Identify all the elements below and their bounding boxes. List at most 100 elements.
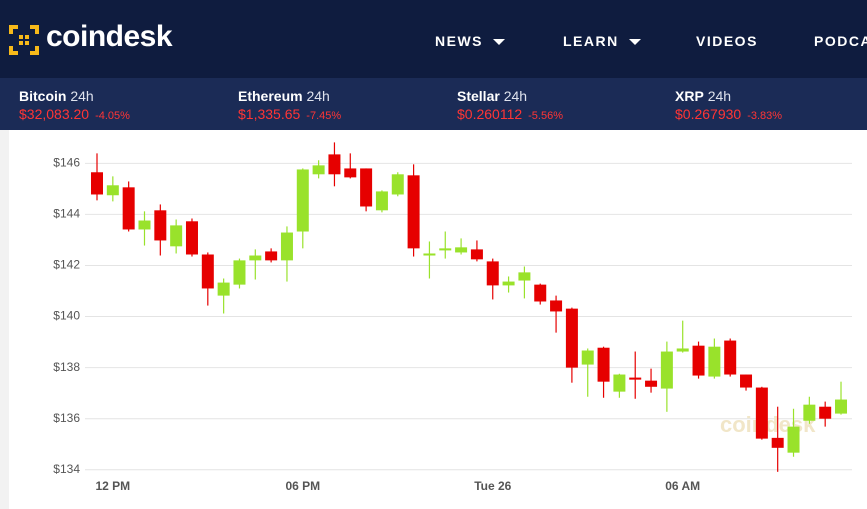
price: $0.267930 bbox=[675, 106, 742, 122]
candle-body bbox=[170, 225, 183, 247]
period: 24h bbox=[70, 88, 94, 104]
ticker-item[interactable]: XRP 24h $0.267930 -3.83% bbox=[675, 88, 782, 122]
candle-body bbox=[185, 221, 198, 255]
coin-name: Bitcoin bbox=[19, 88, 67, 104]
candle-body bbox=[360, 168, 373, 207]
ticker-name: XRP 24h bbox=[675, 88, 782, 104]
ticker-name: Bitcoin 24h bbox=[19, 88, 130, 104]
chart: $134 $136 $138 $140 $142 $144 $146 coindesk 12 P… bbox=[0, 130, 867, 509]
candle-body bbox=[835, 399, 848, 414]
ticker-name: Stellar 24h bbox=[457, 88, 563, 104]
candle-body bbox=[724, 340, 737, 375]
change: -7.45% bbox=[306, 110, 342, 122]
candle-body bbox=[660, 351, 673, 389]
candle-body bbox=[534, 284, 547, 302]
candle-body bbox=[676, 348, 689, 352]
nav-label: NEWS bbox=[435, 33, 483, 49]
ticker-values: $0.267930 -3.83% bbox=[675, 106, 782, 122]
candle-body bbox=[819, 406, 832, 419]
ticker-item[interactable]: Ethereum 24h $1,335.65 -7.45% bbox=[238, 88, 341, 122]
candle-body bbox=[550, 300, 563, 312]
candle-body bbox=[344, 168, 357, 178]
candle-body bbox=[613, 374, 626, 392]
y-tick-label: $136 bbox=[53, 411, 80, 425]
period: 24h bbox=[707, 88, 732, 104]
candle-body bbox=[439, 248, 452, 251]
period: 24h bbox=[306, 88, 330, 104]
candle-body bbox=[629, 377, 642, 380]
candle-body bbox=[217, 282, 230, 296]
candle-body bbox=[708, 346, 721, 377]
change: -4.05% bbox=[95, 110, 130, 122]
y-tick-label: $134 bbox=[53, 462, 80, 476]
coin-name: Ethereum bbox=[238, 88, 303, 104]
coin-name: Stellar bbox=[457, 88, 500, 104]
x-tick-label: 12 PM bbox=[95, 479, 130, 493]
y-tick-label: $140 bbox=[53, 309, 80, 323]
candle-body bbox=[249, 255, 262, 261]
price: $32,083.20 bbox=[19, 106, 90, 122]
ticker-values: $0.260112 -5.56% bbox=[457, 106, 563, 122]
candle-body bbox=[91, 172, 103, 195]
price: $1,335.65 bbox=[238, 106, 301, 122]
change: -5.56% bbox=[528, 110, 563, 122]
candle-body bbox=[518, 272, 531, 281]
candle-body bbox=[455, 247, 468, 253]
candle-body bbox=[265, 251, 278, 261]
candle-body bbox=[423, 253, 436, 256]
candle-body bbox=[771, 437, 784, 448]
candle-body bbox=[138, 220, 151, 230]
watermark: coindesk bbox=[720, 412, 816, 437]
candle-body bbox=[233, 260, 246, 285]
logo-icon bbox=[9, 25, 39, 55]
logo[interactable]: coindesk bbox=[46, 20, 173, 53]
candle-body bbox=[645, 380, 658, 387]
candle-body bbox=[201, 254, 214, 289]
y-tick-label: $142 bbox=[53, 258, 80, 272]
candle-body bbox=[328, 154, 341, 175]
candle-body bbox=[122, 187, 135, 230]
y-tick-label: $144 bbox=[53, 207, 80, 221]
candle-body bbox=[803, 404, 816, 421]
candle-body bbox=[581, 350, 594, 365]
x-tick-label: 06 AM bbox=[665, 479, 700, 493]
candle-body bbox=[154, 210, 167, 241]
period: 24h bbox=[503, 88, 528, 104]
y-tick-label: $138 bbox=[53, 360, 80, 374]
candle-body bbox=[106, 185, 119, 196]
candle-body bbox=[597, 347, 610, 382]
chart-panel bbox=[9, 130, 867, 509]
coin-name: XRP bbox=[675, 88, 704, 104]
candle-body bbox=[486, 261, 499, 286]
candle-body bbox=[407, 175, 420, 249]
candle-body bbox=[787, 426, 800, 453]
ticker-values: $1,335.65 -7.45% bbox=[238, 106, 341, 122]
change: -3.83% bbox=[747, 110, 783, 122]
candle-body bbox=[312, 165, 325, 175]
candle-body bbox=[375, 191, 388, 211]
candle-body bbox=[502, 281, 515, 286]
nav-item[interactable]: PODCASTS bbox=[814, 33, 867, 49]
nav-item[interactable]: VIDEOS bbox=[696, 33, 758, 49]
ticker-values: $32,083.20 -4.05% bbox=[19, 106, 130, 122]
candle-body bbox=[391, 174, 404, 195]
candle-body bbox=[470, 249, 483, 260]
nav-label: VIDEOS bbox=[696, 33, 758, 49]
ticker-item[interactable]: Stellar 24h $0.260112 -5.56% bbox=[457, 88, 563, 122]
candle-body bbox=[565, 308, 578, 368]
header: coindesk NEWS LEARN VIDEOS PODCASTS bbox=[0, 0, 867, 78]
nav-item[interactable]: NEWS bbox=[435, 33, 505, 49]
candle-body bbox=[740, 374, 753, 388]
candle-body bbox=[280, 232, 293, 261]
x-tick-label: Tue 26 bbox=[474, 479, 511, 493]
candle-body bbox=[296, 169, 309, 232]
candle-body bbox=[692, 345, 705, 376]
candle-body bbox=[755, 387, 768, 439]
ticker-bar: Bitcoin 24h $32,083.20 -4.05% Ethereum 24h $… bbox=[0, 78, 867, 130]
x-tick-label: 06 PM bbox=[285, 479, 320, 493]
price: $0.260112 bbox=[457, 106, 523, 122]
nav-item[interactable]: LEARN bbox=[563, 33, 641, 49]
nav-label: LEARN bbox=[563, 33, 619, 49]
ticker-item[interactable]: Bitcoin 24h $32,083.20 -4.05% bbox=[19, 88, 130, 122]
